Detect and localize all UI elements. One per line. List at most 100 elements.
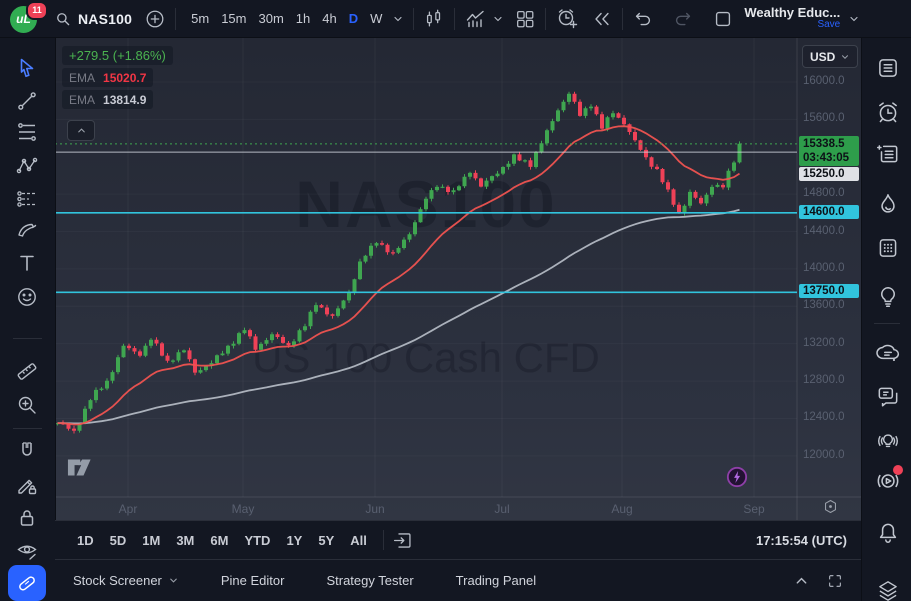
drawing-mode-lock-icon[interactable] xyxy=(14,472,40,498)
trend-line-tool-icon[interactable] xyxy=(14,88,40,114)
tradingview-logo[interactable] xyxy=(67,458,101,478)
notifications-bell-icon[interactable] xyxy=(874,519,901,546)
interval-button-5m[interactable]: 5m xyxy=(191,11,210,26)
alert-add-icon[interactable] xyxy=(555,7,579,31)
interval-chevron-down-icon[interactable] xyxy=(392,13,404,25)
watchlist-icon[interactable] xyxy=(874,54,901,81)
utc-clock[interactable]: 17:15:54 (UTC) xyxy=(755,532,847,548)
interval-button-15m[interactable]: 15m xyxy=(221,11,247,26)
alerts-icon[interactable] xyxy=(874,98,901,125)
time-label-sep: Sep xyxy=(743,502,765,516)
range-button-5y[interactable]: 5Y xyxy=(318,532,335,548)
range-button-ytd[interactable]: YTD xyxy=(244,532,271,548)
search-icon xyxy=(54,10,72,28)
legend-collapse-button[interactable] xyxy=(67,120,95,141)
bottom-panel: Stock Screener Pine Editor Strategy Tester… xyxy=(55,559,861,601)
time-label-jun: Jun xyxy=(365,502,385,516)
ema-slow-legend-row[interactable]: EMA 13814.9 xyxy=(62,90,154,109)
streams-icon[interactable] xyxy=(874,465,903,494)
save-layout-icon[interactable] xyxy=(712,8,734,30)
ema-fast-legend-row[interactable]: EMA 15020.7 xyxy=(62,68,154,87)
current-symbol: NAS100 xyxy=(78,10,133,27)
price-tick-14400: 14400.0 xyxy=(803,224,845,237)
price-tick-14000: 14000.0 xyxy=(803,261,845,274)
right-sidebar xyxy=(861,38,911,601)
private-chat-icon[interactable] xyxy=(874,382,901,409)
projection-tool-icon[interactable] xyxy=(14,186,40,212)
price-tick-13200: 13200.0 xyxy=(803,336,845,349)
active-drawing-tool-button[interactable] xyxy=(8,565,46,601)
layout-chevron-down-icon[interactable] xyxy=(848,13,860,25)
measure-tool-icon[interactable] xyxy=(14,358,40,384)
layout-name-button[interactable]: Wealthy Educ... Save xyxy=(744,4,841,31)
time-label-may: May xyxy=(231,502,255,516)
toolbar-divider xyxy=(13,428,42,429)
range-button-3m[interactable]: 3M xyxy=(176,532,195,548)
interval-button-w[interactable]: W xyxy=(370,11,383,26)
interval-group: 5m 15m 30m 1h 4h D W xyxy=(185,6,388,32)
instant-trading-badge[interactable] xyxy=(726,466,748,488)
interval-button-4h[interactable]: 4h xyxy=(322,11,337,26)
candlestick-chart[interactable] xyxy=(55,38,861,520)
emoji-tool-icon[interactable] xyxy=(14,284,40,310)
calendar-icon[interactable] xyxy=(874,234,901,261)
hotlists-icon[interactable] xyxy=(874,190,901,217)
range-button-6m[interactable]: 6M xyxy=(210,532,229,548)
chart-area[interactable]: NAS100 US 100 Cash CFD +279.5 (+1.86%) E… xyxy=(55,38,861,520)
app-logo[interactable]: uL 11 xyxy=(8,0,48,34)
fib-retracement-tool-icon[interactable] xyxy=(14,119,40,145)
zoom-in-tool-icon[interactable] xyxy=(14,392,40,418)
tab-stock-screener[interactable]: Stock Screener xyxy=(73,573,179,588)
currency-value: USD xyxy=(810,49,836,64)
time-label-aug: Aug xyxy=(611,502,633,516)
sidebar-divider xyxy=(874,323,900,324)
compare-add-icon[interactable] xyxy=(144,8,166,30)
price-tick-16000: 16000.0 xyxy=(803,75,845,87)
brush-tool-icon[interactable] xyxy=(14,217,40,243)
range-button-1m[interactable]: 1M xyxy=(142,532,161,548)
chat-icon[interactable] xyxy=(874,340,901,367)
tab-strategy-tester[interactable]: Strategy Tester xyxy=(326,573,414,588)
interval-button-30m[interactable]: 30m xyxy=(258,11,284,26)
go-to-date-icon[interactable] xyxy=(392,530,413,551)
redo-icon[interactable] xyxy=(672,8,694,30)
panel-expand-chevron-icon[interactable] xyxy=(794,573,809,589)
chart-legend: +279.5 (+1.86%) EMA 15020.7 EMA 13814.9 xyxy=(62,46,173,112)
ema-slow-value: 13814.9 xyxy=(103,93,147,107)
undo-icon[interactable] xyxy=(632,8,654,30)
range-button-all[interactable]: All xyxy=(350,532,367,548)
range-button-5d[interactable]: 5D xyxy=(109,532,127,548)
indicators-chevron-down-icon[interactable] xyxy=(492,13,504,25)
tab-trading-panel[interactable]: Trading Panel xyxy=(455,573,537,588)
hide-drawings-icon[interactable] xyxy=(14,538,40,564)
range-button-1y[interactable]: 1Y xyxy=(286,532,303,548)
interval-button-1h[interactable]: 1h xyxy=(295,11,311,26)
toolbar-separator xyxy=(545,7,547,30)
layout-name: Wealthy Educ... xyxy=(744,4,841,20)
price-tick-13600: 13600.0 xyxy=(803,299,845,312)
indicators-icon[interactable] xyxy=(464,7,488,31)
ideas-icon[interactable] xyxy=(874,283,901,310)
axis-settings-gear-icon[interactable] xyxy=(822,498,839,515)
lock-all-drawings-icon[interactable] xyxy=(14,505,40,531)
currency-dropdown[interactable]: USD xyxy=(802,45,858,68)
chart-style-candles-icon[interactable] xyxy=(423,8,445,30)
cursor-tool-icon[interactable] xyxy=(14,55,40,81)
symbol-search-button[interactable]: NAS100 xyxy=(46,5,140,33)
time-label-apr: Apr xyxy=(118,502,138,516)
price-tick-14800: 14800.0 xyxy=(803,187,845,200)
interval-button-d[interactable]: D xyxy=(348,11,359,26)
streams-live-dot xyxy=(893,465,903,475)
news-icon[interactable] xyxy=(874,140,901,167)
replay-icon[interactable] xyxy=(591,8,613,30)
text-tool-icon[interactable] xyxy=(14,250,40,276)
magnet-icon[interactable] xyxy=(14,438,40,464)
layout-grid-icon[interactable] xyxy=(514,8,536,30)
xabcd-pattern-tool-icon[interactable] xyxy=(14,153,40,179)
save-label[interactable]: Save xyxy=(817,18,841,30)
panel-maximize-icon[interactable] xyxy=(827,573,843,589)
tab-pine-editor[interactable]: Pine Editor xyxy=(220,573,285,588)
range-button-1d[interactable]: 1D xyxy=(77,532,94,548)
live-ideas-icon[interactable] xyxy=(874,427,901,454)
object-tree-icon[interactable] xyxy=(874,577,901,601)
